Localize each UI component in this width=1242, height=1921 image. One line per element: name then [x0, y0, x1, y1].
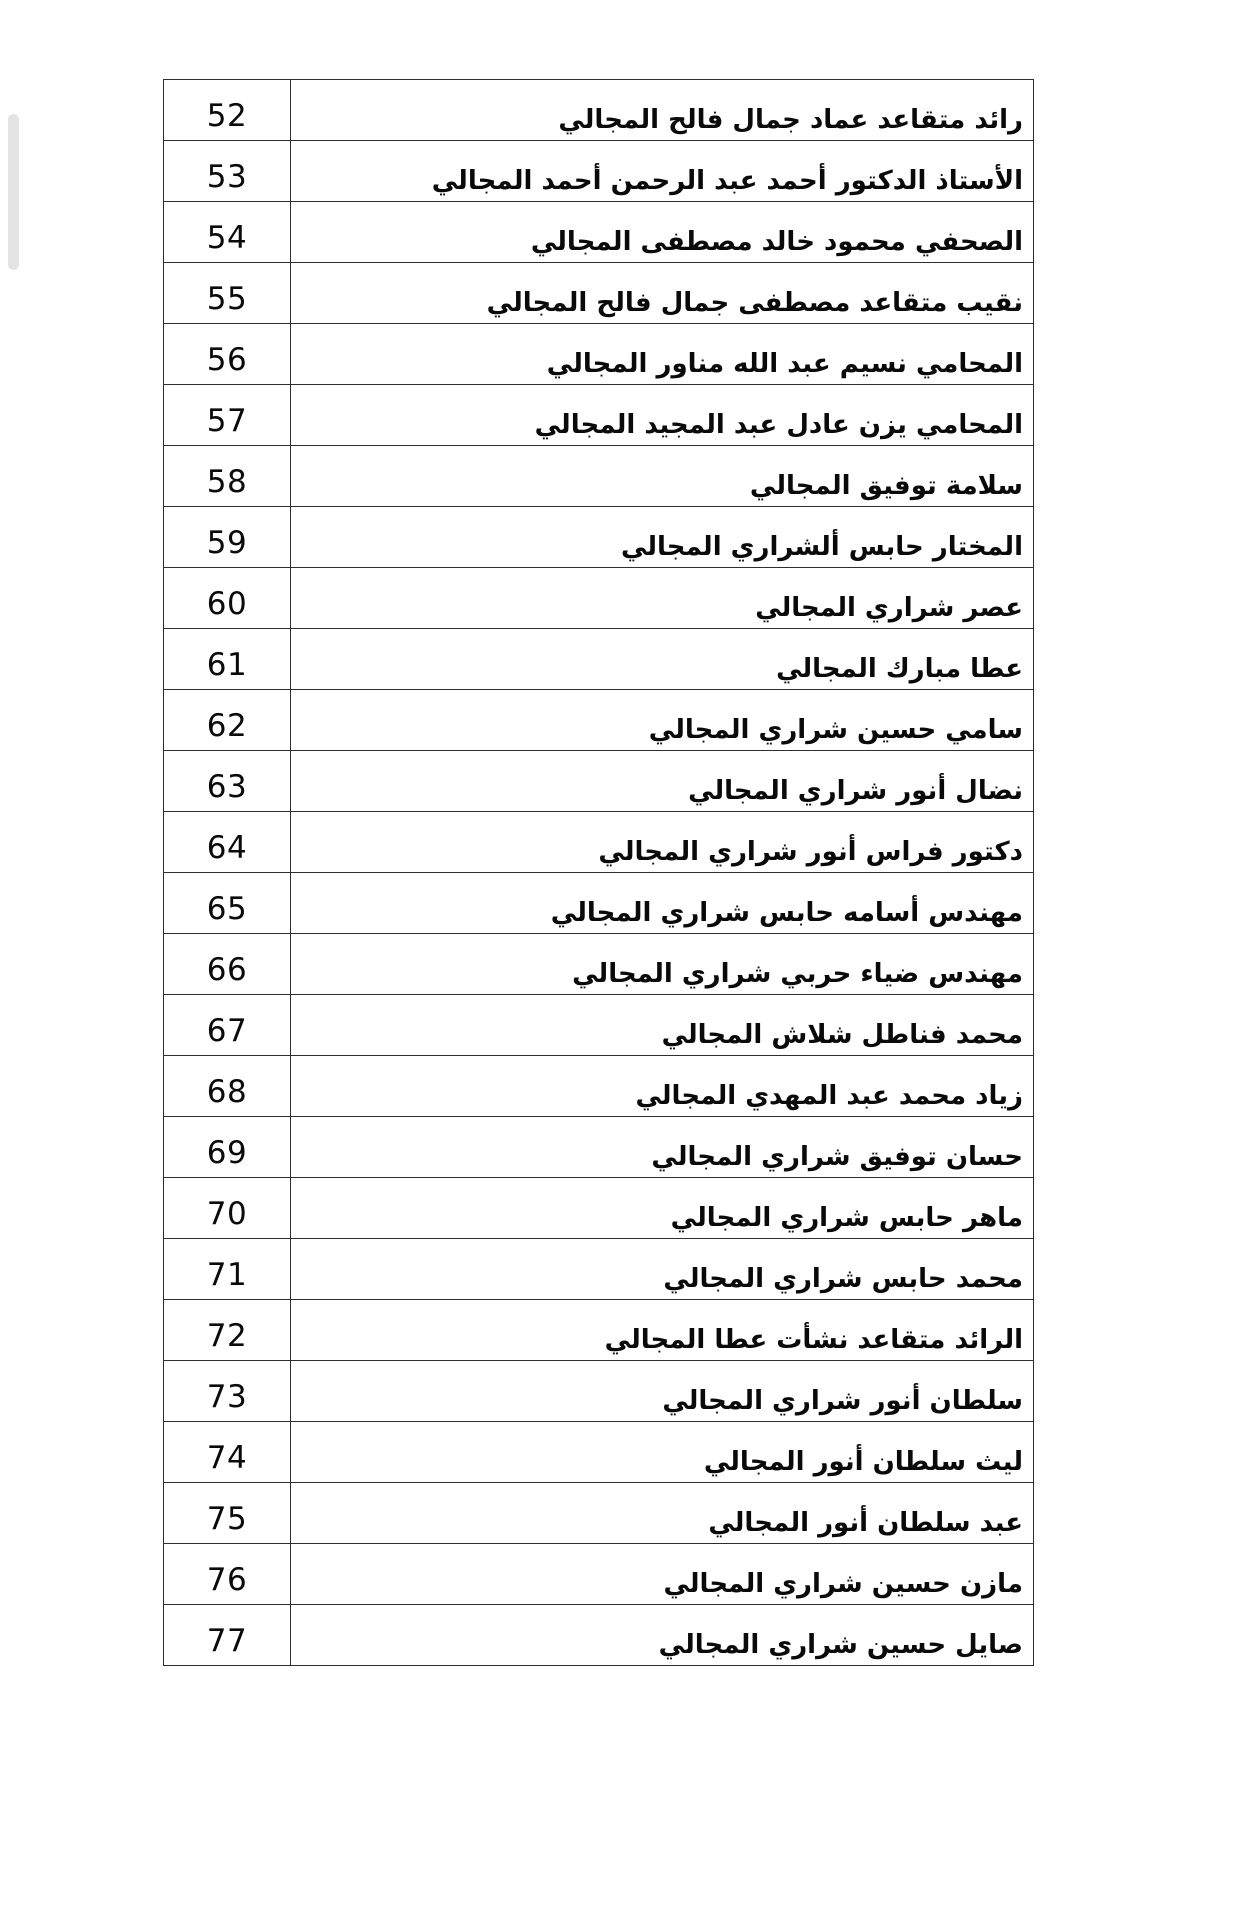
cell-row-number: 68 — [163, 1055, 291, 1117]
cell-row-number: 73 — [163, 1360, 291, 1422]
cell-person-name: الأستاذ الدكتور أحمد عبد الرحمن أحمد الم… — [290, 140, 1034, 202]
table-row: المحامي يزن عادل عبد المجيد المجالي 57 — [163, 384, 1034, 446]
cell-row-number: 75 — [163, 1482, 291, 1544]
cell-person-name: صايل حسين شراري المجالي — [290, 1604, 1034, 1666]
table-row: عبد سلطان أنور المجالي 75 — [163, 1482, 1034, 1544]
cell-person-name: محمد فناطل شلاش المجالي — [290, 994, 1034, 1056]
vertical-scrollbar[interactable] — [0, 0, 26, 1921]
table-body: رائد متقاعد عماد جمال فالح المجالي 52 الأس… — [163, 79, 1034, 1666]
table-row: مهندس أسامه حابس شراري المجالي 65 — [163, 872, 1034, 934]
cell-row-number: 59 — [163, 506, 291, 568]
cell-person-name: عصر شراري المجالي — [290, 567, 1034, 629]
cell-person-name: سلامة توفيق المجالي — [290, 445, 1034, 507]
cell-person-name: ماهر حابس شراري المجالي — [290, 1177, 1034, 1239]
table-row: محمد حابس شراري المجالي 71 — [163, 1238, 1034, 1300]
table-row: عطا مبارك المجالي 61 — [163, 628, 1034, 690]
cell-row-number: 60 — [163, 567, 291, 629]
cell-row-number: 63 — [163, 750, 291, 812]
names-table: رائد متقاعد عماد جمال فالح المجالي 52 الأس… — [163, 79, 1034, 1666]
cell-row-number: 55 — [163, 262, 291, 324]
table-row: حسان توفيق شراري المجالي 69 — [163, 1116, 1034, 1178]
cell-row-number: 76 — [163, 1543, 291, 1605]
cell-row-number: 66 — [163, 933, 291, 995]
cell-person-name: مازن حسين شراري المجالي — [290, 1543, 1034, 1605]
table-row: مازن حسين شراري المجالي 76 — [163, 1543, 1034, 1605]
cell-row-number: 67 — [163, 994, 291, 1056]
scrollbar-thumb[interactable] — [8, 114, 19, 270]
cell-person-name: عطا مبارك المجالي — [290, 628, 1034, 690]
cell-row-number: 53 — [163, 140, 291, 202]
cell-person-name: زياد محمد عبد المهدي المجالي — [290, 1055, 1034, 1117]
cell-person-name: نقيب متقاعد مصطفى جمال فالح المجالي — [290, 262, 1034, 324]
cell-row-number: 57 — [163, 384, 291, 446]
cell-row-number: 71 — [163, 1238, 291, 1300]
table-row: الصحفي محمود خالد مصطفى المجالي 54 — [163, 201, 1034, 263]
cell-person-name: المحامي نسيم عبد الله مناور المجالي — [290, 323, 1034, 385]
table-row: سلامة توفيق المجالي 58 — [163, 445, 1034, 507]
cell-person-name: المحامي يزن عادل عبد المجيد المجالي — [290, 384, 1034, 446]
cell-person-name: مهندس ضياء حربي شراري المجالي — [290, 933, 1034, 995]
cell-row-number: 77 — [163, 1604, 291, 1666]
table-row: سامي حسين شراري المجالي 62 — [163, 689, 1034, 751]
table-row: المختار حابس ألشراري المجالي 59 — [163, 506, 1034, 568]
cell-person-name: الصحفي محمود خالد مصطفى المجالي — [290, 201, 1034, 263]
cell-row-number: 58 — [163, 445, 291, 507]
cell-row-number: 54 — [163, 201, 291, 263]
table-row: زياد محمد عبد المهدي المجالي 68 — [163, 1055, 1034, 1117]
table-row: الرائد متقاعد نشأت عطا المجالي 72 — [163, 1299, 1034, 1361]
cell-row-number: 62 — [163, 689, 291, 751]
cell-row-number: 70 — [163, 1177, 291, 1239]
table-row: مهندس ضياء حربي شراري المجالي 66 — [163, 933, 1034, 995]
table-row: ماهر حابس شراري المجالي 70 — [163, 1177, 1034, 1239]
table-row: عصر شراري المجالي 60 — [163, 567, 1034, 629]
table-row: الأستاذ الدكتور أحمد عبد الرحمن أحمد الم… — [163, 140, 1034, 202]
cell-person-name: محمد حابس شراري المجالي — [290, 1238, 1034, 1300]
table-row: صايل حسين شراري المجالي 77 — [163, 1604, 1034, 1666]
cell-person-name: عبد سلطان أنور المجالي — [290, 1482, 1034, 1544]
cell-person-name: نضال أنور شراري المجالي — [290, 750, 1034, 812]
cell-row-number: 65 — [163, 872, 291, 934]
table-row: محمد فناطل شلاش المجالي 67 — [163, 994, 1034, 1056]
table-row: ليث سلطان أنور المجالي 74 — [163, 1421, 1034, 1483]
table-row: نقيب متقاعد مصطفى جمال فالح المجالي 55 — [163, 262, 1034, 324]
cell-row-number: 52 — [163, 79, 291, 141]
cell-row-number: 61 — [163, 628, 291, 690]
cell-row-number: 64 — [163, 811, 291, 873]
cell-person-name: الرائد متقاعد نشأت عطا المجالي — [290, 1299, 1034, 1361]
table-row: المحامي نسيم عبد الله مناور المجالي 56 — [163, 323, 1034, 385]
cell-row-number: 56 — [163, 323, 291, 385]
cell-row-number: 72 — [163, 1299, 291, 1361]
cell-person-name: حسان توفيق شراري المجالي — [290, 1116, 1034, 1178]
cell-person-name: سلطان أنور شراري المجالي — [290, 1360, 1034, 1422]
cell-row-number: 74 — [163, 1421, 291, 1483]
cell-person-name: رائد متقاعد عماد جمال فالح المجالي — [290, 79, 1034, 141]
cell-person-name: ليث سلطان أنور المجالي — [290, 1421, 1034, 1483]
cell-person-name: دكتور فراس أنور شراري المجالي — [290, 811, 1034, 873]
cell-row-number: 69 — [163, 1116, 291, 1178]
table-row: رائد متقاعد عماد جمال فالح المجالي 52 — [163, 79, 1034, 141]
table-row: نضال أنور شراري المجالي 63 — [163, 750, 1034, 812]
cell-person-name: المختار حابس ألشراري المجالي — [290, 506, 1034, 568]
cell-person-name: مهندس أسامه حابس شراري المجالي — [290, 872, 1034, 934]
table-row: سلطان أنور شراري المجالي 73 — [163, 1360, 1034, 1422]
table-row: دكتور فراس أنور شراري المجالي 64 — [163, 811, 1034, 873]
cell-person-name: سامي حسين شراري المجالي — [290, 689, 1034, 751]
